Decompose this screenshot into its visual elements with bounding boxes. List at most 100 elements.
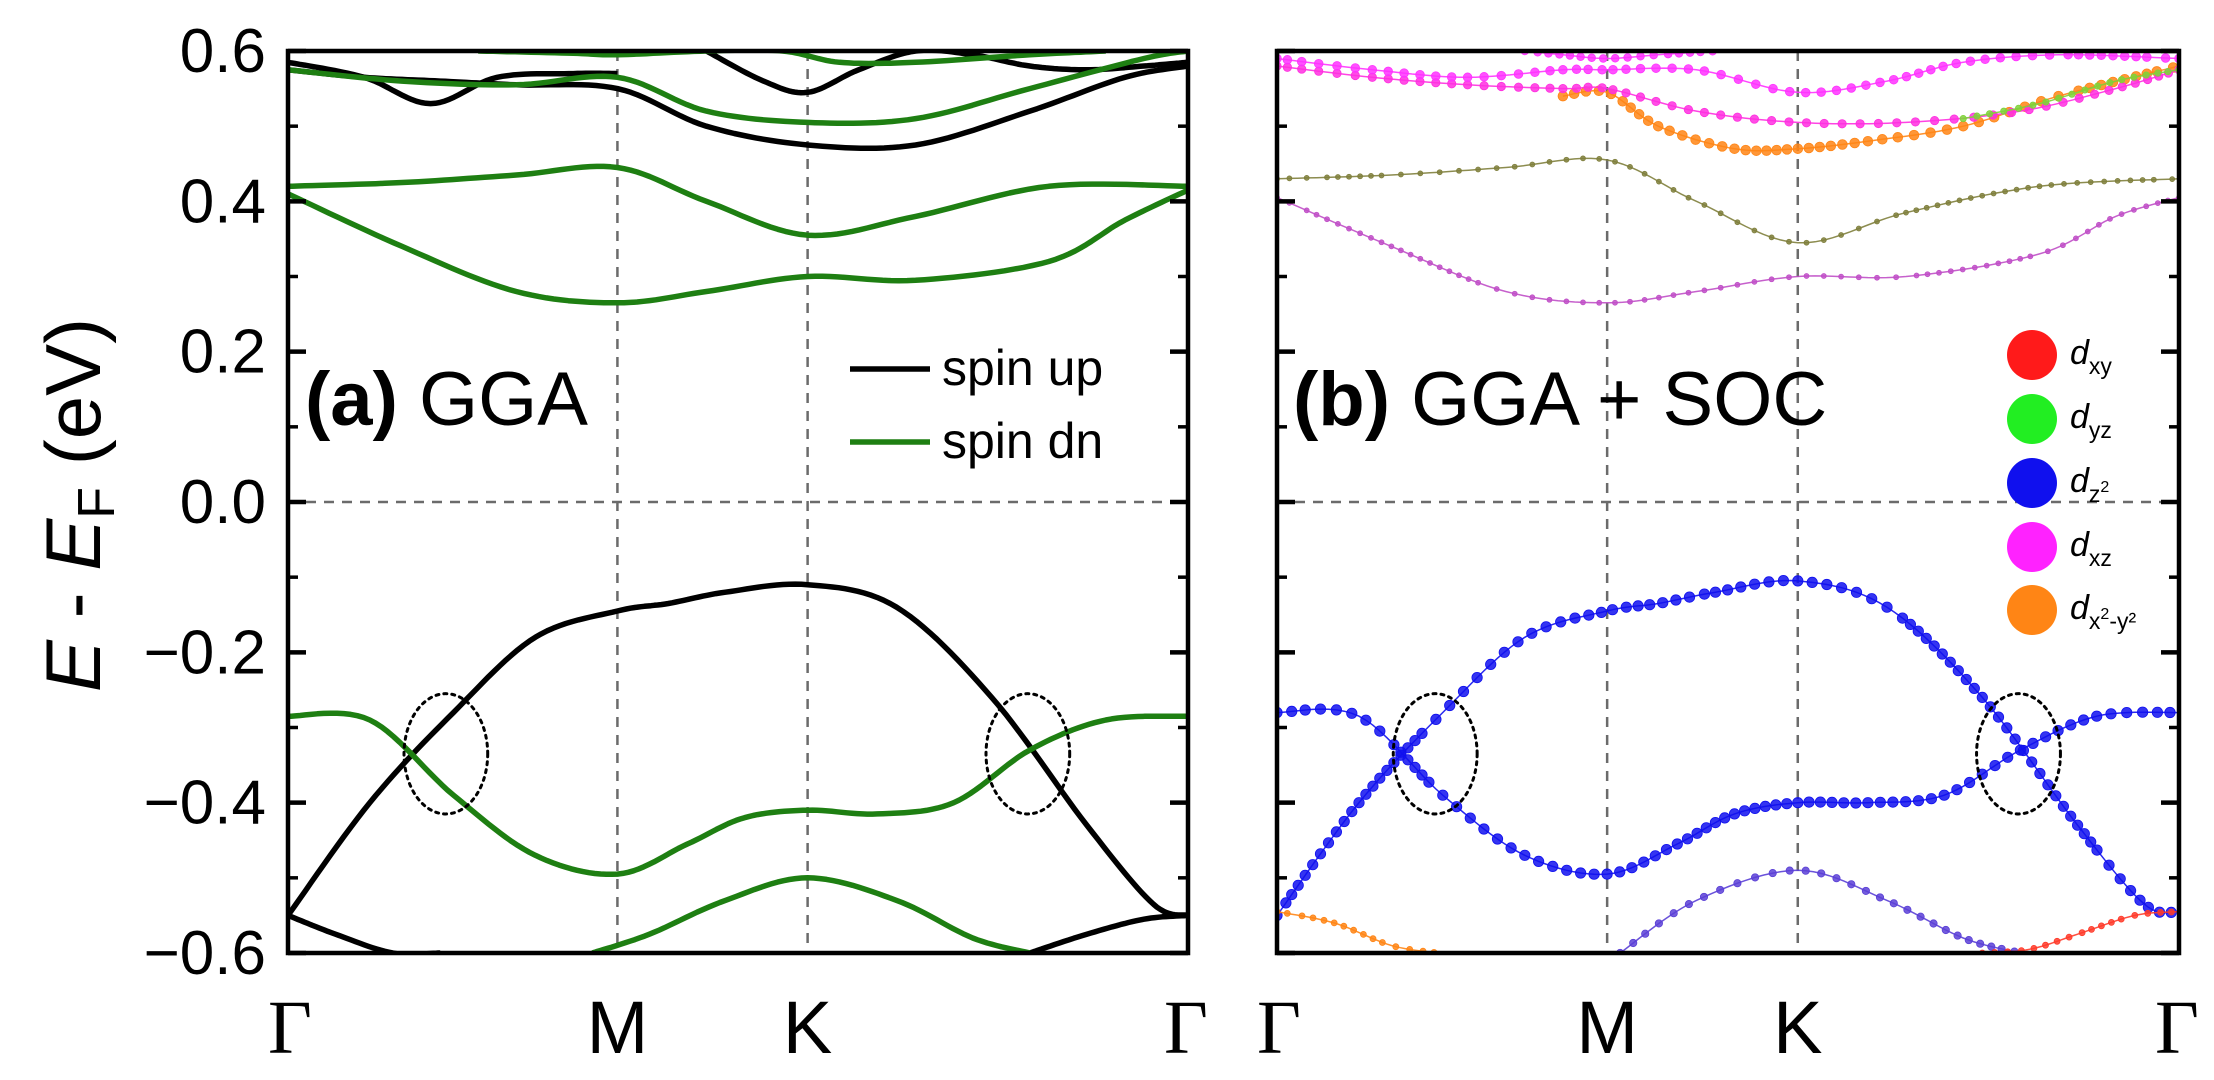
panel-b-orbital-legend: dxy dyz dz2 dxz dx2-y² [2007, 330, 2136, 635]
orbital-point [1346, 805, 1358, 818]
orbital-point [2150, 176, 2157, 183]
orbital-point [1716, 110, 1726, 120]
orbital-point [2154, 69, 2162, 77]
orbital-point [1670, 292, 1677, 298]
orbital-point [1855, 225, 1862, 232]
orbital-point [1667, 101, 1677, 111]
orbital-point [1777, 574, 1790, 587]
orbital-point [1558, 84, 1568, 94]
orbital-point [1923, 204, 1930, 211]
orbital-point [1303, 175, 1310, 181]
orbital-point [1596, 299, 1603, 306]
orbital-point [2011, 51, 2021, 62]
band-spin-dn-2 [288, 187, 1188, 306]
orbital-point [1944, 656, 1956, 668]
orbital-point [1877, 134, 1888, 145]
orbital-point [1641, 929, 1650, 938]
orbital-point [1967, 195, 1974, 201]
y-tick-label: 0.2 [180, 318, 266, 387]
orbital-point [2027, 737, 2039, 750]
orbital-point [1941, 124, 1953, 135]
orbital-point [1855, 119, 1865, 129]
orbital-point [1612, 299, 1618, 306]
orbital-point [1446, 268, 1453, 275]
orbital-point [1703, 138, 1715, 149]
orbital-point [1986, 110, 1994, 118]
orbital-point [1889, 899, 1898, 908]
orbital-point [2106, 79, 2114, 87]
orbital-point [1801, 118, 1812, 128]
orbital-point [1307, 859, 1319, 871]
orbital-point [1496, 70, 1507, 81]
orbital-point [1314, 703, 1327, 715]
orbital-point [1786, 238, 1792, 245]
orbital-point [1767, 116, 1777, 126]
panel-a-gga: 0.6 0.4 0.2 0.0 −0.2 −0.4 −0.6 Γ M K Γ (a) GGA sp… [144, 17, 1208, 1070]
orbital-point [1698, 588, 1711, 600]
orbital-point [1838, 797, 1850, 809]
orbital-point [1887, 796, 1899, 808]
orbital-point [1427, 260, 1433, 266]
orbital-point [2118, 211, 2125, 217]
y-tick-label: 0.6 [180, 17, 266, 86]
band-spin-dn-1 [591, 875, 1031, 953]
orbital-point [1749, 802, 1761, 815]
orbital-point [1846, 83, 1857, 93]
orbital-point [1832, 874, 1841, 883]
y-tick-label: −0.2 [144, 618, 266, 687]
orbital-point [1303, 207, 1310, 214]
orbital-point [2002, 188, 2008, 195]
orbital-point [2040, 731, 2052, 743]
orbital-point [1973, 112, 1981, 120]
orbital-point [2104, 85, 2114, 95]
orbital-point [2098, 922, 2105, 930]
orbital-point [1699, 892, 1709, 901]
orbital-point [1861, 80, 1871, 90]
orbital-point [2065, 933, 2073, 941]
orbital-point [1353, 797, 1365, 809]
orbital-point [1671, 838, 1683, 850]
orbital-point [1716, 885, 1725, 894]
orbital-point [1608, 64, 1618, 75]
orbital-point [1928, 640, 1940, 652]
orbital-point [1768, 276, 1775, 283]
orbital-label-1: dyz [2070, 398, 2112, 443]
orbital-point [1913, 207, 1920, 214]
orbital-point [1691, 827, 1703, 839]
orbital-point [1930, 116, 1940, 126]
orbital-point [2160, 53, 2171, 63]
orbital-point [1654, 919, 1663, 928]
orbital-point [1324, 174, 1330, 181]
orbital-point [1571, 64, 1582, 75]
orbital-point [2121, 706, 2133, 719]
orbital-point [1629, 938, 1638, 948]
orbital-point [1621, 64, 1631, 75]
orbital-point [1597, 65, 1607, 75]
orbital-point [2103, 859, 2115, 871]
orbital-point [1322, 837, 1335, 849]
orbital-point [2042, 779, 2054, 791]
orbital-point [1861, 886, 1870, 895]
orbital-point [1751, 79, 1761, 89]
orbital-swatch-4 [2007, 585, 2057, 635]
orbital-point [2000, 107, 2008, 115]
orbital-point [1951, 58, 1961, 69]
orbital-point [1540, 621, 1552, 633]
orbital-point [2057, 800, 2069, 812]
orbital-point [1409, 761, 1421, 774]
orbital-point [2065, 810, 2077, 822]
orbital-point [1545, 66, 1555, 76]
orbital-point [1664, 125, 1675, 137]
orbital-point [1941, 925, 1950, 935]
orbital-point [1888, 74, 1899, 85]
orbital-point [2060, 242, 2066, 249]
orbital-point [1803, 796, 1815, 808]
orbital-point [1330, 704, 1343, 716]
orbital-point [1583, 64, 1593, 75]
orbital-point [2055, 94, 2063, 102]
band-spin-dn-4 [288, 51, 1188, 127]
orbital-point [1491, 833, 1504, 845]
orbital-point [1296, 56, 1307, 67]
orbital-point [1837, 119, 1847, 129]
